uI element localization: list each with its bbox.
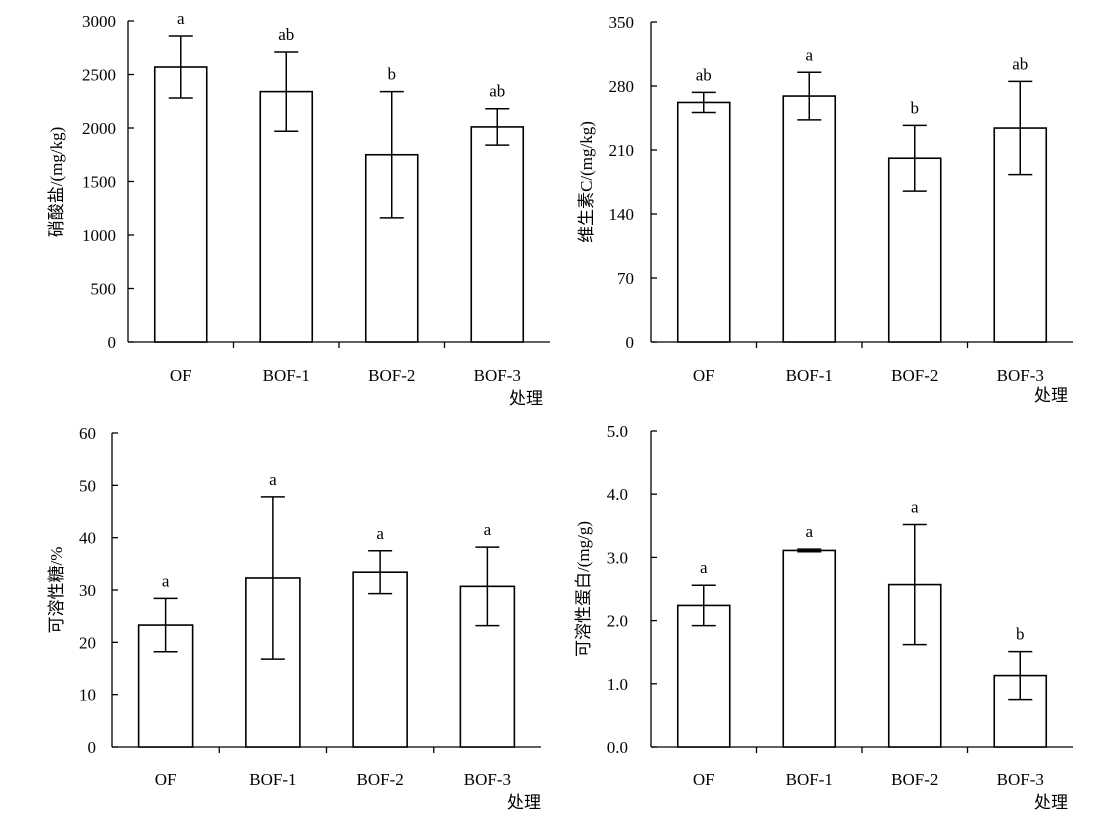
chart-panel-1: 0 500 1000 1500 2000 2500 3000 a OF ab BOF-1 b BOF-2… bbox=[47, 9, 550, 408]
x-tick-label: BOF-3 bbox=[474, 366, 521, 385]
x-axis-label: 处理 bbox=[1034, 793, 1068, 812]
x-tick-label: OF bbox=[693, 366, 715, 385]
significance-label: ab bbox=[1012, 54, 1028, 73]
y-tick-label: 2000 bbox=[82, 119, 116, 138]
x-tick-label: OF bbox=[155, 770, 177, 789]
significance-label: ab bbox=[696, 65, 712, 84]
y-tick-label: 30 bbox=[79, 581, 96, 600]
x-axis-label: 处理 bbox=[507, 793, 541, 812]
chart-panel-2: 0 70 140 210 280 350 ab OF a BOF-1 b BOF-2 ab BOF-3 维生… bbox=[577, 13, 1073, 405]
y-tick-label: 4.0 bbox=[607, 485, 628, 504]
significance-label: a bbox=[269, 470, 277, 489]
y-tick-label: 0 bbox=[88, 738, 97, 757]
y-tick-label: 3.0 bbox=[607, 548, 628, 567]
y-tick-label: 2.0 bbox=[607, 612, 628, 631]
x-tick-label: BOF-2 bbox=[891, 366, 938, 385]
x-tick-label: BOF-1 bbox=[249, 770, 296, 789]
y-tick-label: 2500 bbox=[82, 66, 116, 85]
significance-label: b bbox=[388, 65, 397, 84]
significance-label: a bbox=[805, 522, 813, 541]
x-tick-label: BOF-2 bbox=[357, 770, 404, 789]
x-axis-label: 处理 bbox=[1034, 386, 1068, 405]
y-tick-label: 1000 bbox=[82, 226, 116, 245]
x-tick-label: OF bbox=[170, 366, 192, 385]
y-tick-label: 50 bbox=[79, 476, 96, 495]
chart-panel-3: 0 10 20 30 40 50 60 a OF a BOF-1 a BOF-2 a BOF-3 可溶性糖/%… bbox=[47, 424, 541, 812]
significance-label: a bbox=[700, 558, 708, 577]
x-axis-label: 处理 bbox=[509, 389, 543, 408]
significance-label: a bbox=[484, 520, 492, 539]
bar-of bbox=[153, 66, 208, 343]
chart-panel-4: 0.0 1.0 2.0 3.0 4.0 5.0 a OF a BOF-1 a BOF-2 b BOF-3 可… bbox=[574, 422, 1073, 812]
y-tick-label: 350 bbox=[609, 13, 635, 32]
y-tick-label: 10 bbox=[79, 686, 96, 705]
bar-of bbox=[676, 101, 731, 343]
x-tick-label: BOF-3 bbox=[464, 770, 511, 789]
significance-label: a bbox=[805, 45, 813, 64]
x-tick-label: BOF-2 bbox=[368, 366, 415, 385]
x-tick-label: BOF-3 bbox=[997, 770, 1044, 789]
y-tick-label: 5.0 bbox=[607, 422, 628, 441]
y-tick-label: 20 bbox=[79, 633, 96, 652]
y-tick-label: 70 bbox=[617, 269, 634, 288]
x-tick-label: BOF-2 bbox=[891, 770, 938, 789]
y-axis-label: 可溶性蛋白/(mg/g) bbox=[574, 521, 593, 657]
y-tick-label: 0 bbox=[108, 333, 117, 352]
significance-label: b bbox=[911, 98, 920, 117]
y-tick-label: 0.0 bbox=[607, 738, 628, 757]
y-tick-label: 0 bbox=[626, 333, 635, 352]
significance-label: a bbox=[911, 498, 919, 517]
x-tick-label: OF bbox=[693, 770, 715, 789]
y-tick-label: 210 bbox=[609, 141, 635, 160]
x-tick-label: BOF-1 bbox=[786, 770, 833, 789]
y-tick-label: 280 bbox=[609, 77, 635, 96]
y-tick-label: 1500 bbox=[82, 173, 116, 192]
y-tick-label: 500 bbox=[91, 280, 117, 299]
x-tick-label: BOF-1 bbox=[263, 366, 310, 385]
significance-label: ab bbox=[278, 25, 294, 44]
x-tick-label: BOF-3 bbox=[997, 366, 1044, 385]
significance-label: a bbox=[376, 524, 384, 543]
y-tick-label: 3000 bbox=[82, 12, 116, 31]
y-axis-label: 硝酸盐/(mg/kg) bbox=[47, 127, 66, 238]
y-tick-label: 60 bbox=[79, 424, 96, 443]
y-tick-label: 140 bbox=[609, 205, 635, 224]
y-axis-label: 可溶性糖/% bbox=[47, 547, 66, 634]
bar-bof-1 bbox=[782, 95, 837, 343]
y-tick-label: 40 bbox=[79, 529, 96, 548]
significance-label: b bbox=[1016, 625, 1025, 644]
bar-bof-1 bbox=[782, 549, 837, 748]
x-tick-label: BOF-1 bbox=[786, 366, 833, 385]
significance-label: ab bbox=[489, 82, 505, 101]
bar-bof-1 bbox=[259, 90, 314, 343]
y-axis-label: 维生素C/(mg/kg) bbox=[577, 121, 596, 243]
significance-label: a bbox=[177, 9, 185, 28]
bar-bof-3 bbox=[470, 126, 525, 343]
y-tick-label: 1.0 bbox=[607, 675, 628, 694]
bar-of bbox=[676, 604, 731, 748]
bar-bof-2 bbox=[352, 571, 408, 748]
significance-label: a bbox=[162, 571, 170, 590]
